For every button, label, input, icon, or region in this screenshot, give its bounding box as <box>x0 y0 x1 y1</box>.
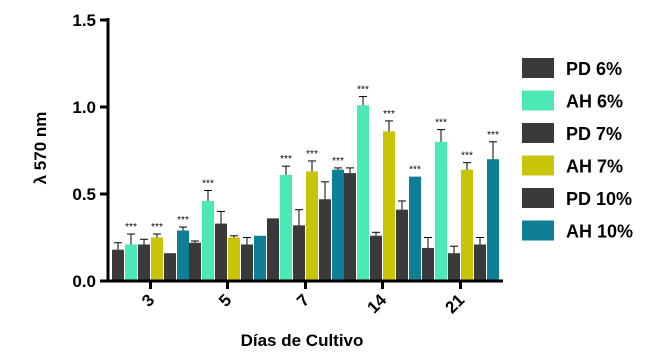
bar <box>228 237 240 281</box>
bar <box>151 237 163 281</box>
bar <box>461 169 473 281</box>
y-tick-label: 1.5 <box>72 11 96 30</box>
legend-label: AH 10% <box>566 222 633 242</box>
legend-swatch <box>522 58 554 78</box>
bar <box>189 242 201 281</box>
legend-label: PD 6% <box>566 59 622 79</box>
legend-swatch <box>522 188 554 208</box>
significance-marker: *** <box>280 154 292 165</box>
bar <box>254 235 266 281</box>
significance-marker: *** <box>125 222 137 233</box>
x-tick-label: 7 <box>293 290 313 310</box>
significance-marker: *** <box>409 165 421 176</box>
bar <box>280 174 292 281</box>
legend-label: PD 10% <box>566 189 632 209</box>
significance-marker: *** <box>177 215 189 226</box>
bar <box>164 253 176 281</box>
y-axis-ticks: 0.0 0.5 1.0 1.5 <box>72 11 108 291</box>
bar <box>202 200 214 281</box>
y-tick-label: 1.0 <box>72 98 96 117</box>
legend-swatch <box>522 123 554 143</box>
legend-swatch <box>522 155 554 176</box>
y-tick-label: 0.5 <box>72 185 96 204</box>
bar <box>306 171 318 281</box>
bar <box>319 199 331 281</box>
x-axis-ticks: 3 5 7 14 21 <box>138 281 468 317</box>
x-tick-label: 3 <box>138 290 158 310</box>
bar <box>370 235 382 281</box>
bar <box>383 131 395 281</box>
significance-marker: *** <box>306 149 318 160</box>
bar <box>474 244 486 281</box>
legend-swatch <box>522 90 554 111</box>
bar <box>344 173 356 281</box>
bar <box>177 230 189 281</box>
x-tick-label: 5 <box>215 290 235 310</box>
bar <box>267 218 279 281</box>
y-tick-label: 0.0 <box>72 272 96 291</box>
x-tick-label: 21 <box>442 290 469 317</box>
bar <box>396 209 408 281</box>
y-axis-title: λ 570 nm <box>31 112 50 185</box>
significance-marker: *** <box>461 151 473 162</box>
legend: PD 6% AH 6% PD 7% AH 7% PD 10% AH 10% <box>522 58 633 242</box>
bar <box>422 247 434 281</box>
significance-marker: *** <box>435 118 447 129</box>
bar <box>332 169 344 281</box>
bar <box>125 244 137 281</box>
bar-groups <box>112 105 499 281</box>
bar <box>487 159 499 281</box>
x-axis-title: Días de Cultivo <box>241 331 364 350</box>
legend-swatch <box>522 220 554 241</box>
bar <box>357 105 369 281</box>
significance-markers: *** *** *** *** *** *** *** *** *** *** *** *** *** <box>125 85 499 233</box>
bar <box>215 223 227 281</box>
bar <box>241 244 253 281</box>
significance-marker: *** <box>383 109 395 120</box>
bar <box>435 141 447 281</box>
legend-label: PD 7% <box>566 124 622 144</box>
bar <box>448 253 460 281</box>
significance-marker: *** <box>357 85 369 96</box>
bar <box>112 249 124 281</box>
significance-marker: *** <box>332 156 344 167</box>
significance-marker: *** <box>487 130 499 141</box>
significance-marker: *** <box>151 222 163 233</box>
bar <box>293 225 305 281</box>
x-tick-label: 14 <box>364 290 391 317</box>
bar <box>138 244 150 281</box>
bar <box>409 176 421 281</box>
legend-label: AH 7% <box>566 157 623 177</box>
error-bars <box>114 96 497 254</box>
significance-marker: *** <box>202 179 214 190</box>
legend-label: AH 6% <box>566 92 623 112</box>
